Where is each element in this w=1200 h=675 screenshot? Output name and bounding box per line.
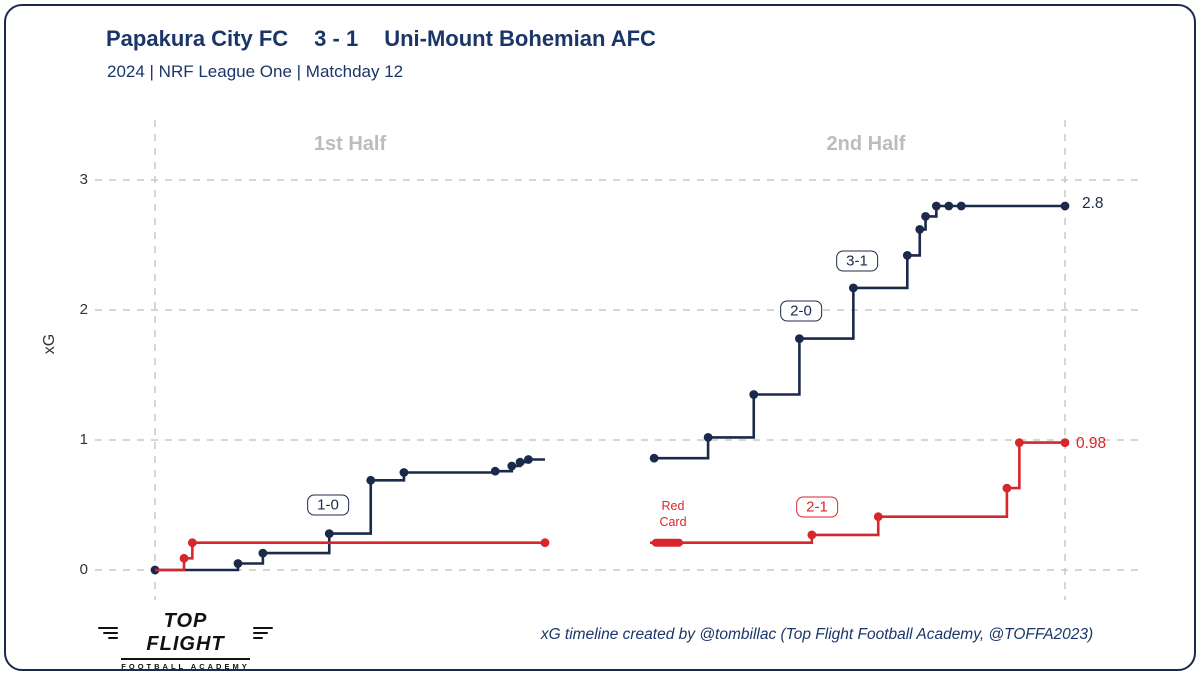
shot-marker [703,433,713,442]
shot-marker [258,548,268,558]
shot-marker [956,201,966,211]
xg-line-navy [654,204,1065,460]
shot-marker [915,225,925,234]
shot-marker [921,212,930,221]
shot-marker [233,559,243,568]
logo-wing-right-icon [253,627,273,639]
credit-text: xG timeline created by @tombillac (Top F… [540,626,1094,643]
shot-marker [179,553,189,563]
match-score: 3 - 1 [314,26,359,51]
shot-marker [931,201,941,211]
goal-annotation-2-0: 2-0 [780,300,822,322]
shot-marker [873,512,883,522]
away-final-xg: 0.98 [1076,435,1107,452]
gridlines [95,120,1145,600]
shot-marker [187,538,197,548]
xg-line-red [650,441,1065,544]
shot-marker [507,461,517,471]
series-lines [150,201,1070,575]
shot-marker [540,538,550,548]
shot-marker [848,283,858,293]
shot-marker [1002,483,1012,493]
second-half-label: 2nd Half [826,133,906,155]
red-card-label: Red Card [659,498,687,529]
shot-marker [366,475,376,485]
page-title: Papakura City FC 3 - 1 Uni-Mount Bohemia… [106,26,656,52]
xg-line-navy [155,458,545,572]
shot-marker [324,529,334,538]
y-tick-1: 1 [79,431,88,448]
shot-marker [1060,201,1070,211]
y-axis-label: xG [41,333,59,355]
y-tick-3: 3 [79,171,88,188]
shot-marker [649,453,659,463]
shot-marker [1060,438,1070,447]
goal-annotation-1-0: 1-0 [307,494,349,516]
shot-marker [807,530,817,540]
away-team-name: Uni-Mount Bohemian AFC [384,26,656,51]
home-final-xg: 2.8 [1082,195,1104,212]
logo-subtitle: FOOTBALL ACADEMY [121,658,250,671]
shot-marker [749,390,759,399]
shot-marker [524,455,533,464]
toffa-logo: TOP FLIGHT FOOTBALL ACADEMY [98,610,273,674]
logo-title: TOP FLIGHT [146,610,225,655]
shot-marker [1014,438,1024,447]
shot-marker [515,457,525,467]
xg-line-red [155,541,545,572]
y-tick-0: 0 [79,561,88,578]
logo-wing-left-icon [98,627,118,639]
shot-marker [399,468,409,477]
shot-marker [944,201,954,211]
shot-marker [490,466,500,476]
shot-marker [902,251,912,260]
y-tick-2: 2 [79,301,88,318]
home-team-name: Papakura City FC [106,26,289,51]
goal-annotation-3-1: 3-1 [836,250,878,272]
first-half-label: 1st Half [313,133,387,155]
match-subtitle: 2024 | NRF League One | Matchday 12 [107,62,404,81]
goal-annotation-2-1: 2-1 [796,496,838,518]
shot-marker [795,334,804,343]
